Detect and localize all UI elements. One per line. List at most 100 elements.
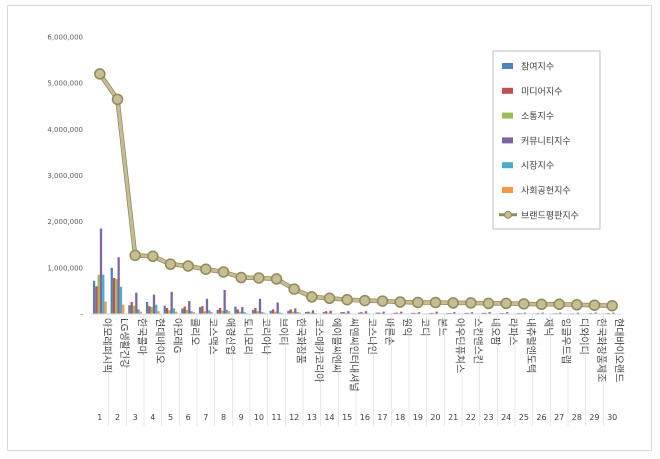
category-label: 디와이디	[577, 318, 589, 355]
bar	[309, 312, 312, 314]
legend-swatch	[502, 137, 513, 144]
category-index: 10	[254, 413, 264, 422]
bar	[612, 312, 615, 314]
line-point	[217, 266, 230, 278]
bar	[218, 308, 222, 314]
line-point	[376, 295, 389, 307]
bar	[236, 309, 239, 314]
bar	[470, 312, 474, 314]
bar	[102, 274, 105, 314]
line-point	[553, 298, 565, 311]
line-point	[129, 249, 141, 262]
category-index: 7	[203, 413, 208, 422]
category-label: 한국콜마	[136, 318, 148, 355]
bar	[132, 305, 136, 314]
category-index: 25	[519, 413, 529, 422]
legend-label: 사회공헌지수	[521, 186, 571, 197]
category-index: 15	[342, 413, 352, 422]
line-point	[588, 299, 601, 311]
bar	[170, 291, 173, 314]
category-label: 내츄럴엔도텍	[524, 318, 537, 373]
bar	[198, 307, 202, 314]
line-point	[111, 93, 124, 106]
category-index: 17	[377, 413, 387, 422]
line-point	[482, 297, 495, 310]
bar	[119, 286, 123, 314]
bar-series	[92, 228, 620, 314]
category-index: 11	[271, 413, 281, 422]
category-label: 바른손	[383, 318, 395, 346]
bar	[203, 311, 206, 314]
category-label: 코스나인	[365, 318, 377, 355]
category-index: 12	[289, 413, 299, 422]
category-index: 14	[324, 413, 334, 422]
line-point	[518, 298, 530, 310]
bar	[483, 312, 487, 314]
bar	[137, 309, 140, 314]
bar	[289, 309, 292, 314]
category-label: 에이블씨엔씨	[330, 318, 342, 373]
bar	[243, 312, 246, 314]
bar	[357, 312, 361, 314]
bar	[324, 311, 328, 314]
bar	[322, 312, 325, 314]
category-index: 3	[133, 413, 138, 422]
category-label: 아우딘퓨쳐스	[454, 318, 466, 373]
bar	[307, 311, 310, 314]
bar	[274, 311, 277, 314]
bar	[327, 312, 330, 314]
y-tick-label: 1,000,000	[47, 264, 83, 272]
bar	[157, 311, 160, 314]
bar	[221, 310, 224, 314]
bar	[329, 310, 332, 314]
bar	[298, 312, 302, 314]
bar	[208, 310, 211, 314]
bar	[135, 292, 138, 314]
bar	[340, 312, 343, 314]
bar	[205, 298, 209, 314]
y-tick-label: 4,000,000	[47, 126, 83, 134]
bar	[287, 310, 290, 314]
bar	[559, 312, 562, 314]
line-point	[535, 298, 548, 311]
category-label: 코디	[418, 318, 430, 336]
line-point	[94, 68, 106, 80]
legend-label: 시장지수	[521, 161, 554, 172]
legend-label: 브랜드평판지수	[521, 210, 579, 221]
bar	[172, 308, 176, 314]
bar	[241, 307, 244, 314]
bar	[228, 311, 231, 314]
line-point	[235, 271, 247, 284]
bar	[400, 311, 403, 314]
category-label: 코리아나	[259, 318, 271, 355]
legend-marker	[504, 210, 512, 219]
category-label: LG생활건강	[118, 318, 131, 368]
line-point	[465, 297, 477, 309]
line-point	[447, 297, 459, 309]
bar	[523, 312, 527, 314]
line-point	[429, 296, 442, 309]
bar	[190, 311, 193, 314]
category-label: 토니모리	[242, 318, 254, 355]
bar	[488, 312, 491, 314]
category-label: 스킨앤스킨	[471, 318, 483, 364]
category-index: 23	[483, 413, 493, 422]
category-index: 27	[554, 413, 564, 422]
category-label: 현대바이오랜드	[613, 318, 625, 382]
legend-swatch	[502, 112, 513, 119]
line-point	[182, 260, 194, 272]
bar	[269, 310, 272, 314]
category-label: 네오팜	[489, 318, 501, 346]
bar	[97, 274, 100, 314]
bar	[152, 294, 156, 314]
bar	[150, 307, 153, 314]
bar	[276, 302, 279, 314]
category-label: 코스메카코리아	[312, 318, 324, 382]
bar	[382, 311, 385, 314]
bar	[185, 309, 189, 314]
category-label: 클리오	[189, 318, 201, 346]
bar	[210, 312, 213, 314]
category-index: 4	[150, 413, 155, 422]
bar	[311, 310, 315, 314]
